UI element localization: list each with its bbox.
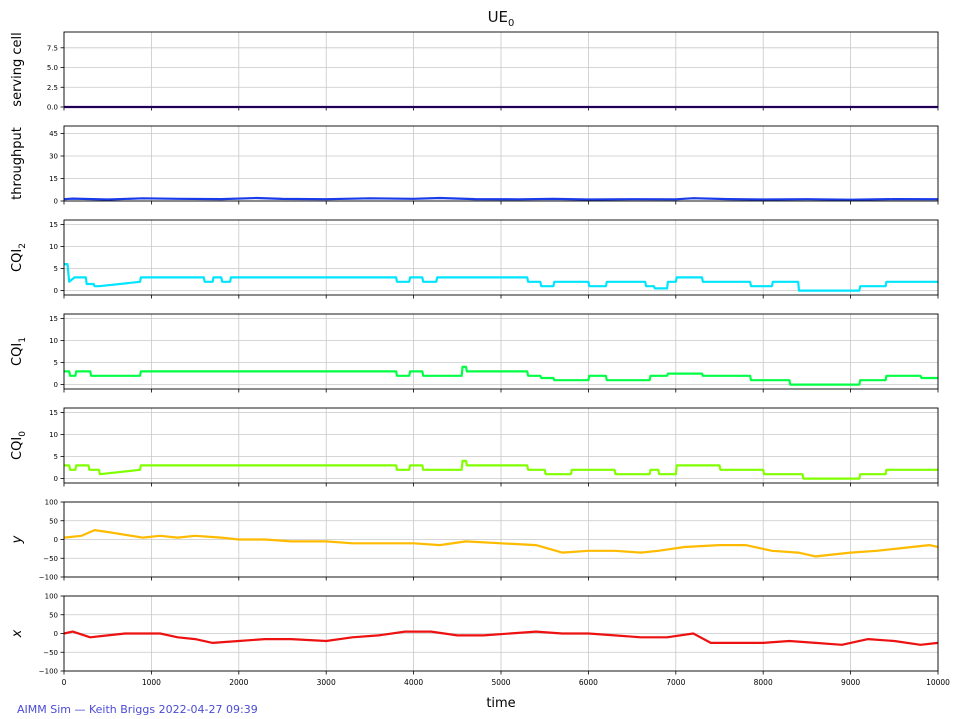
y-tick-label: 0: [54, 287, 58, 295]
y-axis-label-text: CQI: [10, 249, 25, 272]
y-tick-label: 15: [49, 175, 58, 183]
series-line: [63, 630, 939, 646]
figure-title: UE0: [0, 8, 960, 29]
x-tick-label: 1000: [142, 678, 161, 687]
axes-frame: [63, 219, 939, 296]
footer-credit: AIMM Sim — Keith Briggs 2022-04-27 09:39: [17, 703, 258, 716]
y-axis-label-text: y: [10, 535, 25, 544]
y-tick-label: −100: [39, 574, 58, 582]
y-tick-label: 100: [45, 593, 58, 601]
y-tick-label: 5: [54, 453, 58, 461]
subplot-3: 0 5 10 15 CQI2: [10, 219, 939, 299]
y-tick-label: 2.5: [47, 84, 58, 92]
subplot-4: 0 5 10 15 CQI1: [10, 313, 939, 393]
y-tick-label: 50: [49, 517, 58, 525]
y-axis-label-text: CQI: [10, 343, 25, 366]
y-axis-label-text: x: [10, 629, 25, 638]
y-tick-label: 5: [54, 265, 58, 273]
y-axis-label: throughput: [10, 127, 25, 200]
y-tick-label: 0.0: [47, 104, 58, 112]
y-axis-label: x: [10, 629, 25, 638]
x-tick-label: 5000: [491, 678, 510, 687]
subplot-1: 0.0 2.5 5.0 7.5 serving cell: [10, 31, 939, 112]
figure-title-subscript: 0: [508, 18, 515, 29]
y-tick-label: 0: [54, 536, 58, 544]
axes-frame: [63, 407, 939, 484]
series-line: [63, 196, 939, 201]
x-tick-label: 8000: [754, 678, 773, 687]
y-tick-label: −50: [43, 555, 58, 563]
y-axis-label-text: serving cell: [10, 32, 25, 106]
y-axis-label: CQI1: [10, 337, 28, 366]
y-axis-label-text: CQI: [10, 437, 25, 460]
y-tick-label: 15: [49, 409, 58, 417]
y-tick-label: 30: [49, 153, 58, 161]
subplot-2: 0 15 30 45 throughput: [10, 125, 939, 206]
figure-title-text: UE: [487, 8, 509, 26]
y-tick-label: 10: [49, 243, 58, 251]
x-tick-label: 10000: [926, 678, 950, 687]
x-tick-label: 0: [62, 678, 67, 687]
axes-frame: [63, 125, 939, 202]
x-tick-label: 7000: [666, 678, 685, 687]
y-tick-label: 100: [45, 499, 58, 507]
x-tick-label: 6000: [579, 678, 598, 687]
y-axis-label-subscript: 0: [18, 431, 28, 437]
y-tick-label: 0: [54, 198, 58, 206]
y-tick-label: 10: [49, 337, 58, 345]
axes-frame: [63, 595, 939, 672]
y-axis-label-subscript: 1: [18, 337, 28, 343]
series-line: [64, 365, 938, 386]
y-tick-label: 15: [49, 315, 58, 323]
x-axis-label: time: [486, 696, 515, 711]
x-tick-label: 3000: [317, 678, 336, 687]
y-tick-label: −50: [43, 649, 58, 657]
y-tick-label: 0: [54, 630, 58, 638]
y-tick-label: 0: [54, 381, 58, 389]
subplot-7: 0 1000 2000 3000 4000 5000 6000 7000 8000 9000 100…: [10, 593, 950, 688]
y-axis-label: CQI2: [10, 243, 28, 272]
axes-frame: [63, 31, 939, 108]
y-axis-label-subscript: 2: [18, 243, 28, 249]
y-tick-label: 10: [49, 431, 58, 439]
y-tick-label: 5.0: [47, 64, 58, 72]
series-line: [64, 459, 938, 480]
y-tick-label: 15: [49, 221, 58, 229]
series-line: [64, 263, 938, 292]
y-tick-label: −100: [39, 668, 58, 676]
y-tick-label: 5: [54, 359, 58, 367]
y-tick-label: 45: [49, 130, 58, 138]
axes-frame: [63, 313, 939, 390]
y-axis-label-text: throughput: [10, 127, 25, 200]
y-axis-label: CQI0: [10, 431, 28, 460]
subplot-6: −100 −50 0 50 100 y: [10, 499, 939, 582]
y-axis-label: y: [10, 535, 25, 544]
y-tick-label: 0: [54, 475, 58, 483]
y-axis-label: serving cell: [10, 32, 25, 106]
axes-frame: [63, 501, 939, 578]
y-tick-label: 7.5: [47, 44, 58, 52]
series-line: [63, 528, 939, 558]
x-tick-label: 4000: [404, 678, 423, 687]
y-tick-label: 50: [49, 611, 58, 619]
x-tick-label: 2000: [229, 678, 248, 687]
x-tick-label: 9000: [841, 678, 860, 687]
